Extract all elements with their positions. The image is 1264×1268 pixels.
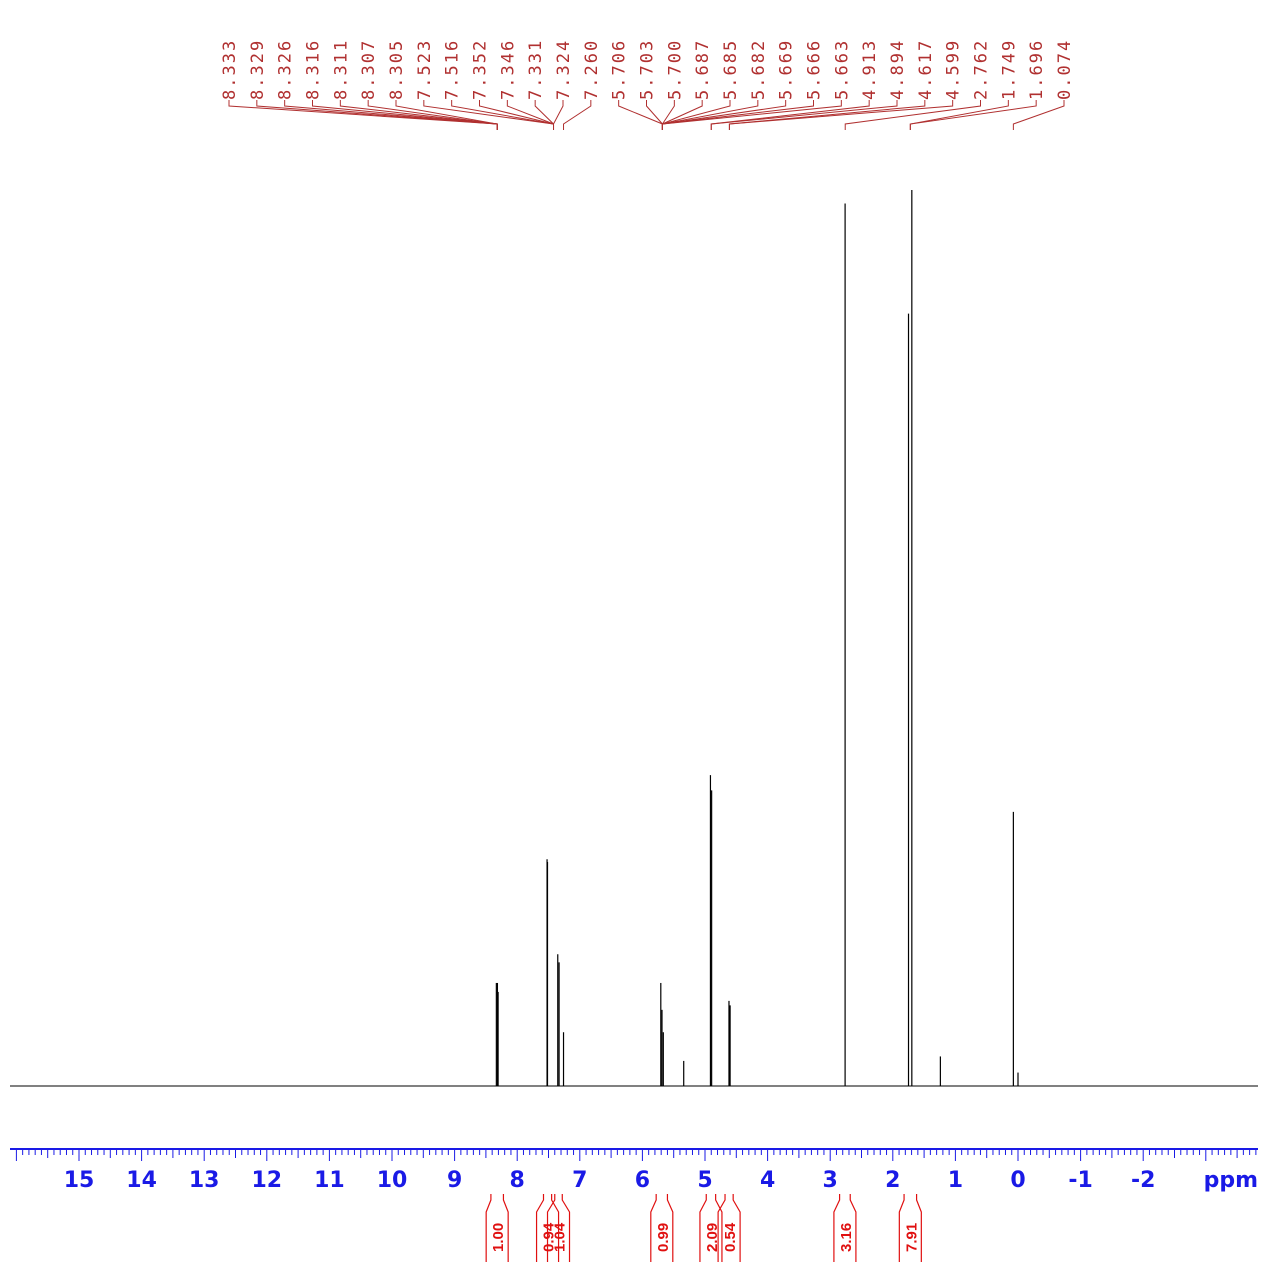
x-tick-label: 12 (251, 1168, 282, 1193)
spectrum-layer (10, 190, 1258, 1087)
peak-label: 5.706 (610, 39, 630, 100)
peak-label-leader (228, 100, 498, 130)
peak-label-leader (661, 100, 842, 130)
integral-bracket (485, 1194, 509, 1262)
integral-layer: 1.00 0.941.04 0.99 2.09 0.54 3.16 7.91 (485, 1194, 922, 1262)
integral-bracket (699, 1194, 723, 1262)
peak-label-leader (284, 100, 498, 130)
peak-label-leader (256, 100, 498, 130)
integral-value: 0.99 (655, 1223, 672, 1252)
peak-label: 8.305 (387, 39, 407, 100)
integral-value: 0.94 (541, 1222, 558, 1252)
peak-label: 5.663 (832, 39, 852, 100)
peak-label: 8.329 (248, 39, 268, 100)
x-tick-label: 8 (510, 1168, 525, 1193)
integral-value: 1.00 (490, 1223, 507, 1252)
peak-label: 4.913 (860, 39, 880, 100)
peak-label: 2.762 (972, 39, 992, 100)
peak-label-leader (1012, 100, 1065, 130)
peak-label: 7.352 (471, 39, 491, 100)
integral-bracket (833, 1194, 857, 1262)
integral-value: 7.91 (903, 1223, 920, 1252)
x-tick-label: 10 (377, 1168, 408, 1193)
peak-label-leader (451, 100, 555, 130)
integral-bracket (535, 1194, 560, 1262)
integral-value: 2.09 (704, 1223, 721, 1252)
peak-label-leader (661, 100, 675, 130)
peak-label-leader (646, 100, 663, 130)
peak-label-leader (506, 100, 555, 130)
peak-label: 5.685 (721, 39, 741, 100)
peak-label: 5.687 (693, 39, 713, 100)
x-tick-label: 2 (885, 1168, 900, 1193)
peak-label-leader (618, 100, 663, 130)
x-tick-label: 3 (823, 1168, 838, 1193)
peak-label-leader (909, 100, 1037, 130)
x-axis: 15 14 13 12 11 10 9 8 7 6 5 4 3 2 1 0 -1 -2 ppm (10, 1148, 1258, 1193)
peak-label-leader (661, 100, 787, 130)
peak-label: 8.326 (276, 39, 296, 100)
x-tick-label: 11 (314, 1168, 345, 1193)
peak-label-leader (423, 100, 555, 130)
peak-label: 5.682 (749, 39, 769, 100)
peak-label: 7.260 (582, 39, 602, 100)
peak-label: 7.324 (554, 39, 574, 100)
peak-label: 8.333 (220, 39, 240, 100)
peak-label-leader (395, 100, 498, 130)
x-tick-label: -2 (1131, 1168, 1155, 1193)
integral-bracket (546, 1194, 571, 1262)
peak-label-leader (661, 100, 731, 130)
integral-bracket (717, 1194, 741, 1262)
peak-label: 4.894 (888, 39, 908, 100)
peak-label: 5.666 (805, 39, 825, 100)
peak-label: 5.700 (665, 39, 685, 100)
x-tick-label: 5 (697, 1168, 712, 1193)
x-tick-label: 13 (189, 1168, 220, 1193)
integral-value: 3.16 (838, 1223, 855, 1252)
peak-label: 8.311 (331, 39, 351, 100)
x-tick-label: 0 (1010, 1168, 1025, 1193)
peak-label: 8.316 (304, 39, 324, 100)
x-tick-label: 15 (64, 1168, 95, 1193)
peak-label-leader (844, 100, 981, 130)
peak-label-leader (534, 100, 555, 130)
integral-value: 0.54 (722, 1222, 739, 1252)
integral-bracket (898, 1194, 922, 1262)
x-tick-label: 9 (447, 1168, 462, 1193)
peak-label: 1.749 (999, 39, 1019, 100)
peak-label: 7.523 (415, 39, 435, 100)
peak-label: 1.696 (1027, 39, 1047, 100)
x-axis-label: ppm (1204, 1168, 1258, 1193)
peak-label: 5.703 (638, 39, 658, 100)
peak-label: 7.516 (443, 39, 463, 100)
peak-label: 7.331 (526, 39, 546, 100)
integral-bracket (650, 1194, 674, 1262)
peak-label-layer: 8.333 8.329 8.326 8.316 8.311 8.307 8.305 7.523… (220, 39, 1075, 130)
x-tick-label: 14 (126, 1168, 157, 1193)
peak-label-leader (728, 100, 926, 130)
peak-label-leader (563, 100, 592, 130)
peak-label-leader (728, 100, 954, 130)
peak-label: 5.669 (777, 39, 797, 100)
x-tick-label: 4 (760, 1168, 775, 1193)
peak-label: 7.346 (498, 39, 518, 100)
peak-label: 4.599 (944, 39, 964, 100)
x-tick-label: 1 (948, 1168, 963, 1193)
x-tick-label: 6 (635, 1168, 650, 1193)
peak-label: 4.617 (916, 39, 936, 100)
peak-label-leader (661, 100, 759, 130)
peak-label-leader (710, 100, 898, 130)
peak-label: 0.074 (1055, 39, 1075, 100)
x-tick-label: 7 (572, 1168, 587, 1193)
peak-label-leader (553, 100, 564, 130)
peak-label: 8.307 (359, 39, 379, 100)
integral-value: 1.04 (552, 1222, 569, 1252)
x-tick-label: -1 (1068, 1168, 1092, 1193)
